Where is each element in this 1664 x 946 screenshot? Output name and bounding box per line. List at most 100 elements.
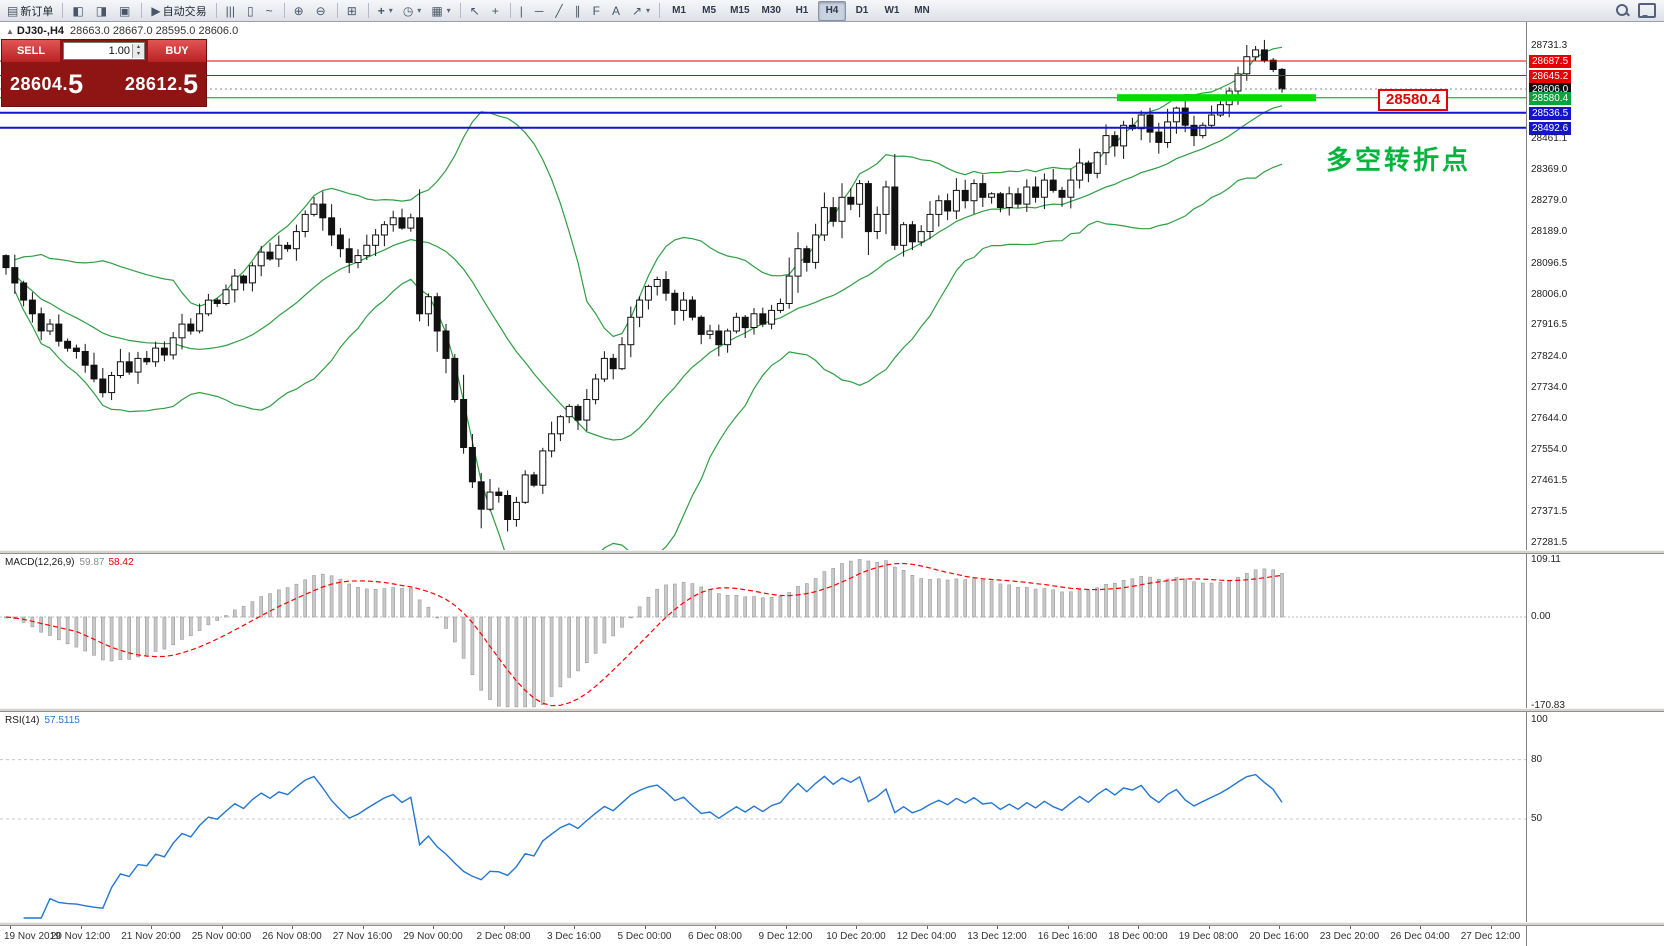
price-axis-label: 28369.0	[1531, 164, 1568, 175]
macd-value: 59.87	[79, 557, 105, 568]
macd-axis-label: 0.00	[1531, 611, 1551, 622]
sell-price[interactable]: 28604. 5	[2, 62, 100, 106]
time-axis-tick	[856, 926, 857, 929]
search-icon[interactable]	[1615, 3, 1630, 18]
time-axis-label: 13 Dec 12:00	[967, 931, 1027, 942]
hline-button[interactable]: ─	[531, 1, 550, 21]
time-axis-label: 19 Dec 08:00	[1178, 931, 1239, 942]
price-axis-label: 28279.0	[1531, 195, 1568, 206]
time-axis-tick	[997, 926, 998, 929]
channel-button[interactable]: ∥	[571, 1, 587, 21]
timeframe-button-W1[interactable]: W1	[884, 5, 900, 16]
auto-trading-button[interactable]: ▶ 自动交易	[147, 1, 210, 21]
buy-price-main: 28612.	[124, 73, 183, 94]
chevron-down-icon: ▾	[646, 6, 651, 15]
volume-down-icon[interactable]: ▾	[133, 51, 144, 58]
volume-input[interactable]: 1.00 ▴ ▾	[63, 42, 145, 60]
horizontal-line-icon: ─	[534, 3, 544, 18]
time-axis-tick	[1349, 926, 1351, 929]
time-axis-label: 3 Dec 16:00	[547, 931, 601, 942]
timeframe-button-H1[interactable]: H1	[795, 5, 809, 16]
timeframe-button-M15[interactable]: M15	[730, 5, 750, 16]
sell-price-pip: 5	[68, 68, 84, 99]
rsi-label: RSI(14) 57.5115	[5, 715, 80, 726]
horizontal-line-objects[interactable]	[0, 60, 1526, 129]
macd-indicator-chart[interactable]	[0, 554, 1526, 708]
terminal-icon: ▣	[119, 3, 131, 18]
tile-windows-button[interactable]: ⊞	[343, 1, 363, 21]
vline-button[interactable]: |	[516, 1, 529, 21]
fibonacci-button[interactable]: F	[589, 1, 606, 21]
time-axis-tick	[926, 926, 928, 929]
market-watch-icon: ◧	[72, 3, 84, 18]
cursor-icon: ↖	[469, 3, 480, 18]
panel-separator[interactable]	[0, 708, 1664, 712]
volume-wrap: 1.00 ▴ ▾	[60, 40, 148, 62]
text-button[interactable]: A	[608, 1, 626, 21]
panel-collapse-icon[interactable]: ▲	[6, 27, 14, 36]
timeframe-button-H4[interactable]: H4	[817, 0, 846, 21]
arrows-button[interactable]: ↗ ▾	[628, 1, 654, 21]
line-chart-icon: ~	[265, 3, 273, 18]
chart-ohlc-header: ▲ DJ30-,H4 28663.0 28667.0 28595.0 28606.0	[6, 25, 238, 37]
rsi-indicator-chart[interactable]	[0, 712, 1526, 922]
templates-icon: ▦	[431, 3, 443, 18]
volume-value[interactable]: 1.00	[108, 45, 130, 57]
indicators-button[interactable]: + ▾	[374, 1, 397, 21]
volume-up-icon[interactable]: ▴	[133, 44, 144, 51]
time-axis-tick	[151, 926, 152, 929]
time-axis-tick	[1208, 926, 1210, 929]
price-axis[interactable]: 28731.3 28687.5 28645.2 28606.0 28580.4 28536…	[1526, 22, 1664, 946]
terminal-button[interactable]: ▣	[115, 1, 136, 21]
timeframe-button-MN[interactable]: MN	[914, 5, 930, 16]
crosshair-button[interactable]: +	[488, 1, 505, 21]
main-chart[interactable]	[0, 22, 1526, 550]
timeframe-button-M5[interactable]: M5	[702, 5, 717, 16]
time-axis-tick	[10, 926, 11, 929]
new-order-button[interactable]: ▤ 新订单	[3, 1, 57, 21]
zoom-in-button[interactable]: ⊕	[290, 1, 310, 21]
macd-label: MACD(12,26,9) 59.87 58.42	[5, 557, 134, 568]
price-axis-label: 28189.0	[1531, 226, 1568, 237]
rsi-value: 57.5115	[44, 715, 80, 726]
templates-button[interactable]: ▦ ▾	[427, 1, 454, 21]
timeframe-button-M1[interactable]: M1	[672, 5, 687, 16]
bar-chart-button[interactable]: |||	[222, 1, 241, 21]
buy-price[interactable]: 28612. 5	[100, 62, 206, 106]
cursor-button[interactable]: ↖	[466, 1, 486, 21]
buy-button[interactable]: BUY	[148, 40, 206, 62]
panel-separator[interactable]	[0, 550, 1664, 554]
toolbar-separator	[215, 3, 217, 18]
periods-button[interactable]: ◷ ▾	[399, 1, 426, 21]
zoom-out-button[interactable]: ⊖	[312, 1, 332, 21]
time-axis-label: 10 Dec 20:00	[826, 931, 886, 942]
time-axis-tick	[715, 926, 716, 929]
price-level-callout[interactable]: 28580.4	[1378, 89, 1449, 111]
panel-separator[interactable]	[0, 922, 1664, 926]
timeframe-button-M30[interactable]: M30	[761, 5, 781, 16]
toolbar-separator	[367, 3, 369, 18]
timeframe-button-D1[interactable]: D1	[855, 5, 869, 16]
navigator-button[interactable]: ◨	[92, 1, 113, 21]
vertical-line-icon: |	[519, 3, 523, 18]
time-axis-label: 20 Nov 12:00	[50, 931, 111, 942]
trendline-button[interactable]: ╱	[551, 1, 568, 21]
market-watch-button[interactable]: ◧	[68, 1, 89, 21]
zoom-out-icon: ⊖	[315, 3, 326, 18]
sell-price-main: 28604.	[10, 73, 69, 94]
line-chart-button[interactable]: ~	[262, 1, 279, 21]
time-axis-label: 23 Dec 20:00	[1319, 931, 1380, 942]
time-axis[interactable]: 19 Nov 2019 20 Nov 12:00 21 Nov 20:00 25 No…	[0, 926, 1526, 946]
sell-button[interactable]: SELL	[2, 40, 60, 62]
candlestick-chart-button[interactable]: ▯	[243, 1, 260, 21]
time-axis-tick	[221, 926, 223, 929]
chat-icon[interactable]	[1638, 3, 1656, 18]
time-axis-label: 5 Dec 00:00	[617, 931, 672, 942]
time-axis-tick	[785, 926, 787, 929]
time-axis-tick	[362, 926, 364, 929]
price-axis-label: 27461.5	[1531, 475, 1568, 486]
toolbar-separator	[659, 3, 661, 18]
price-axis-label: 27281.5	[1531, 537, 1568, 548]
zoom-in-icon: ⊕	[293, 3, 304, 18]
